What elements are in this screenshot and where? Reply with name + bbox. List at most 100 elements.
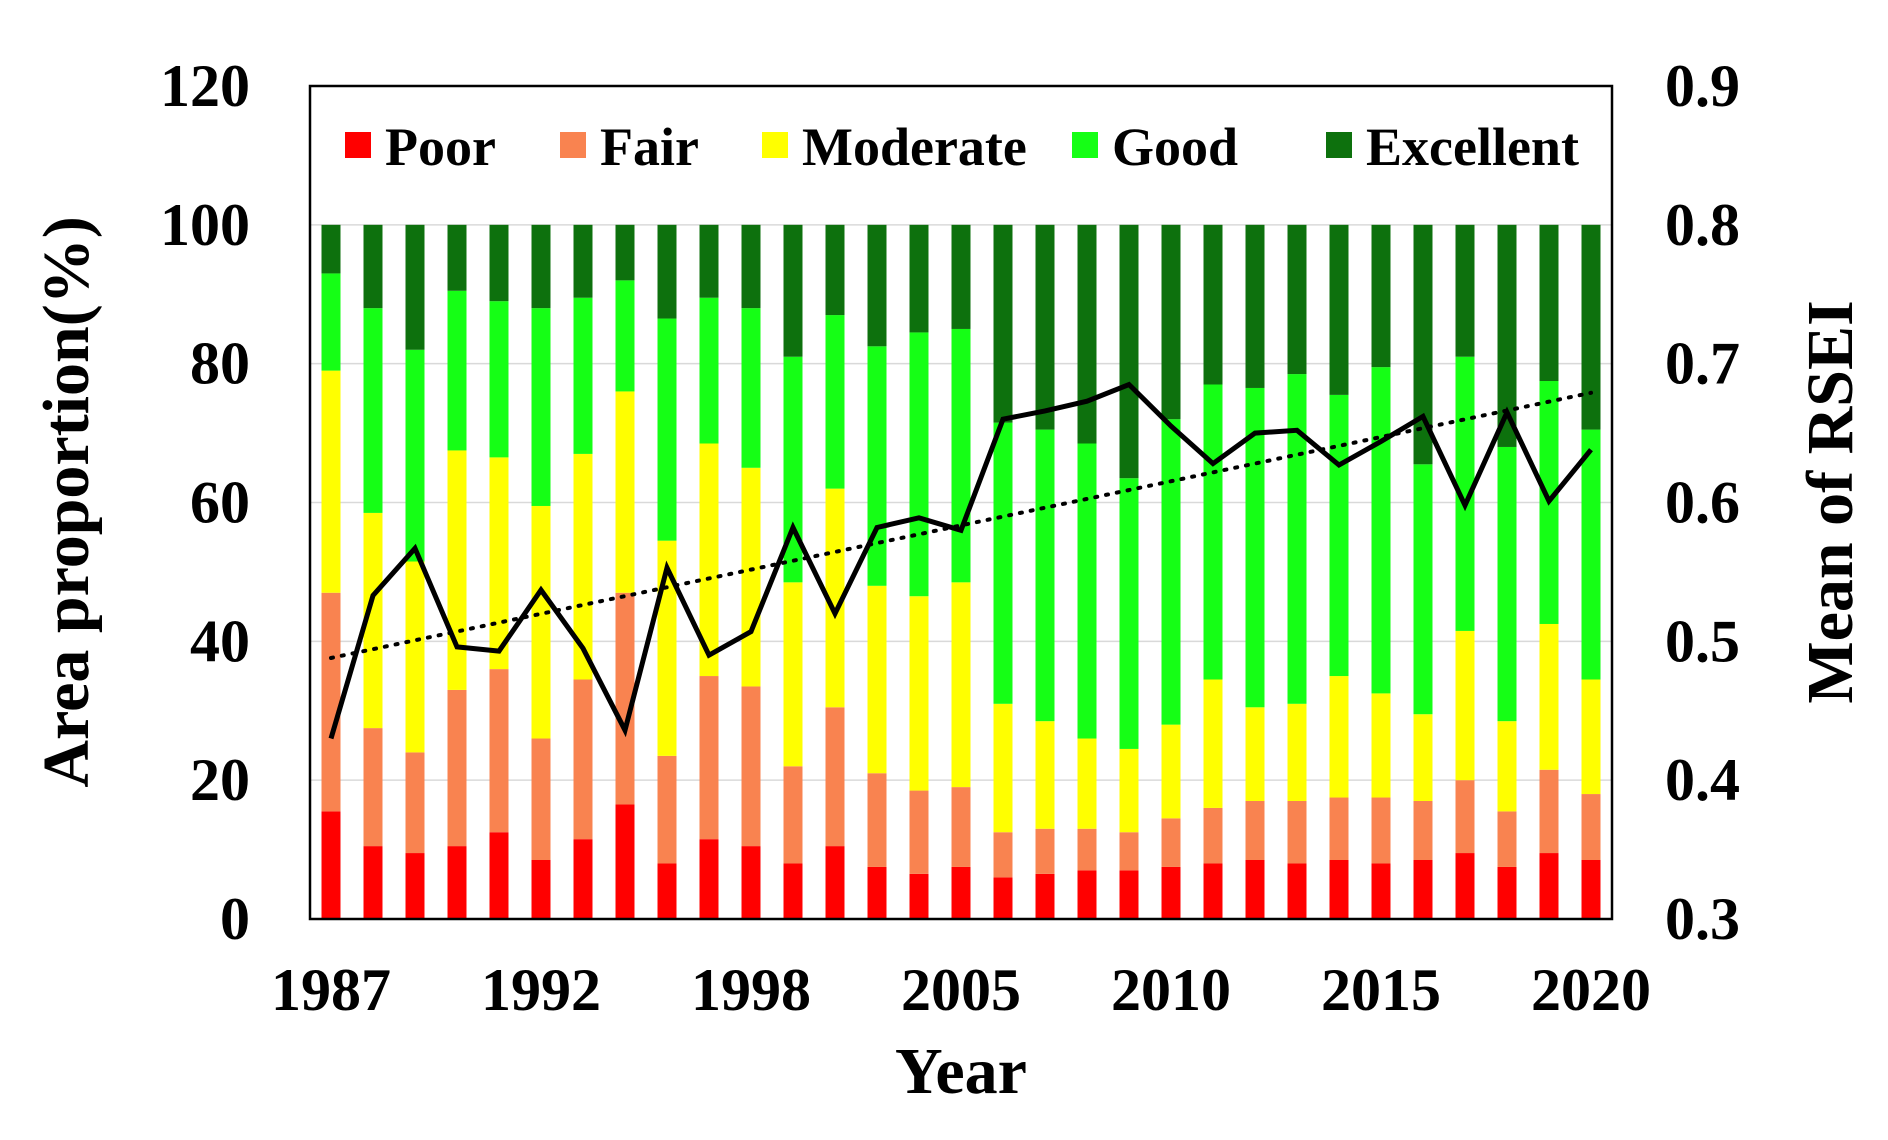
bar-poor-2019: [1539, 853, 1559, 919]
bar-good-1991: [489, 301, 509, 458]
bar-good-2020: [1581, 429, 1601, 680]
bar-good-2016: [1413, 464, 1433, 715]
x-axis-title: Year: [895, 1035, 1027, 1108]
y-tick-label-120: 120: [160, 53, 250, 119]
bar-excellent-1999: [783, 224, 803, 357]
bar-moderate-2012: [1245, 707, 1265, 801]
bar-fair-1987: [321, 592, 341, 812]
bar-excellent-2015: [1371, 224, 1391, 368]
x-tick-label-2010: 2010: [1111, 957, 1231, 1023]
bar-fair-1990: [447, 689, 467, 847]
legend-label-good: Good: [1112, 117, 1238, 177]
bar-fair-2015: [1371, 797, 1391, 864]
bar-good-2014: [1329, 394, 1349, 677]
bar-poor-1990: [447, 846, 467, 919]
bar-moderate-1999: [783, 582, 803, 767]
bar-good-2010: [1161, 419, 1181, 725]
legend-swatch-good: [1072, 132, 1098, 158]
legend-label-poor: Poor: [385, 117, 496, 177]
bar-good-2005: [951, 328, 971, 583]
bar-excellent-2006: [993, 224, 1013, 423]
bar-excellent-2012: [1245, 224, 1265, 388]
y2-tick-label-0.5: 0.5: [1665, 608, 1740, 674]
bar-moderate-1994: [615, 391, 635, 593]
bar-excellent-1992: [531, 224, 551, 309]
bar-excellent-1998: [741, 224, 761, 309]
bar-poor-1992: [531, 859, 551, 919]
bar-good-2002: [909, 332, 929, 597]
bar-good-2015: [1371, 367, 1391, 694]
x-axis-ticks: 1987 1992 1998 2005 2010 2015 2020: [271, 957, 1651, 1023]
right-y-axis-ticks: 0.3 0.4 0.5 0.6 0.7 0.8 0.9: [1665, 53, 1740, 952]
legend-swatch-moderate: [762, 132, 788, 158]
bar-fair-1995: [657, 755, 677, 864]
bar-poor-1994: [615, 804, 635, 919]
y2-tick-label-0.9: 0.9: [1665, 53, 1740, 119]
bar-fair-1994: [615, 592, 635, 805]
x-tick-label-1998: 1998: [691, 957, 811, 1023]
y-tick-label-20: 20: [190, 747, 250, 813]
bar-fair-2008: [1077, 828, 1097, 871]
bar-moderate-1989: [405, 561, 425, 753]
bar-good-1989: [405, 349, 425, 562]
bar-moderate-2011: [1203, 679, 1223, 808]
bar-moderate-2018: [1497, 721, 1517, 812]
bar-excellent-2009: [1119, 224, 1139, 479]
bar-excellent-1994: [615, 224, 635, 281]
bar-good-1994: [615, 280, 635, 392]
bar-poor-1998: [741, 846, 761, 919]
bar-moderate-2009: [1119, 748, 1139, 833]
bar-moderate-2014: [1329, 676, 1349, 798]
bar-poor-2015: [1371, 863, 1391, 919]
y-tick-label-60: 60: [190, 470, 250, 536]
y2-axis-title: Mean of RSEI: [1794, 300, 1867, 703]
bar-fair-2009: [1119, 832, 1139, 871]
legend-label-fair: Fair: [600, 117, 699, 177]
x-tick-label-2015: 2015: [1321, 957, 1441, 1023]
bar-moderate-1992: [531, 505, 551, 739]
bar-poor-2014: [1329, 859, 1349, 919]
bar-moderate-2001: [867, 585, 887, 774]
bar-excellent-2014: [1329, 224, 1349, 395]
left-y-axis-ticks: 0 20 40 60 80 100 120: [160, 53, 250, 952]
bar-good-1999: [783, 356, 803, 583]
bar-poor-2006: [993, 877, 1013, 919]
y-tick-label-80: 80: [190, 331, 250, 397]
bar-good-1995: [657, 318, 677, 541]
bar-good-1988: [363, 308, 383, 513]
y-tick-label-40: 40: [190, 608, 250, 674]
bar-moderate-2000: [825, 488, 845, 708]
bar-excellent-2005: [951, 224, 971, 329]
bar-fair-2002: [909, 790, 929, 874]
bar-good-1992: [531, 308, 551, 506]
bar-fair-1998: [741, 686, 761, 847]
y2-tick-label-0.3: 0.3: [1665, 886, 1740, 952]
legend: Poor Fair Moderate Good Excellent: [345, 117, 1579, 177]
bar-fair-1991: [489, 669, 509, 833]
bar-excellent-2019: [1539, 224, 1559, 382]
bar-good-1987: [321, 273, 341, 371]
bar-good-1996: [699, 297, 719, 444]
legend-swatch-fair: [560, 132, 586, 158]
bar-excellent-1996: [699, 224, 719, 298]
bar-good-1993: [573, 297, 593, 454]
bar-poor-1995: [657, 863, 677, 919]
legend-label-excellent: Excellent: [1366, 117, 1579, 177]
bar-good-2000: [825, 315, 845, 489]
bar-moderate-2007: [1035, 721, 1055, 829]
stacked-bars: [321, 224, 1601, 919]
bar-poor-2020: [1581, 859, 1601, 919]
rsei-mean-polyline: [328, 381, 1593, 740]
bar-poor-2017: [1455, 853, 1475, 919]
bar-fair-2020: [1581, 794, 1601, 860]
bar-poor-1991: [489, 832, 509, 919]
bar-moderate-1996: [699, 443, 719, 677]
bar-excellent-2016: [1413, 224, 1433, 465]
x-tick-label-2005: 2005: [901, 957, 1021, 1023]
bar-moderate-2013: [1287, 703, 1307, 801]
bar-fair-2006: [993, 832, 1013, 878]
bar-fair-2007: [1035, 828, 1055, 874]
bar-fair-2001: [867, 773, 887, 867]
bar-excellent-2020: [1581, 224, 1601, 430]
bar-fair-2014: [1329, 797, 1349, 860]
